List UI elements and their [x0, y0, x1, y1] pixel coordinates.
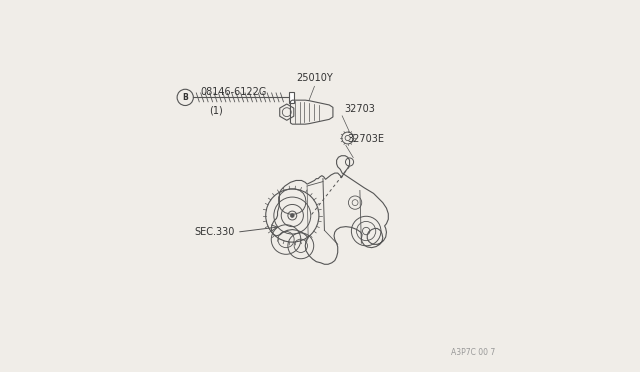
Text: SEC.330: SEC.330	[195, 227, 235, 237]
Text: A3P7C 00 7: A3P7C 00 7	[451, 347, 495, 357]
Text: 32703: 32703	[344, 104, 375, 114]
Text: B: B	[182, 93, 188, 102]
Text: 25010Y: 25010Y	[296, 73, 333, 83]
Text: (1): (1)	[209, 105, 223, 115]
Text: 08146-6122G: 08146-6122G	[200, 87, 266, 97]
Polygon shape	[289, 92, 294, 103]
Circle shape	[291, 214, 294, 217]
Text: 32703E: 32703E	[348, 134, 385, 144]
